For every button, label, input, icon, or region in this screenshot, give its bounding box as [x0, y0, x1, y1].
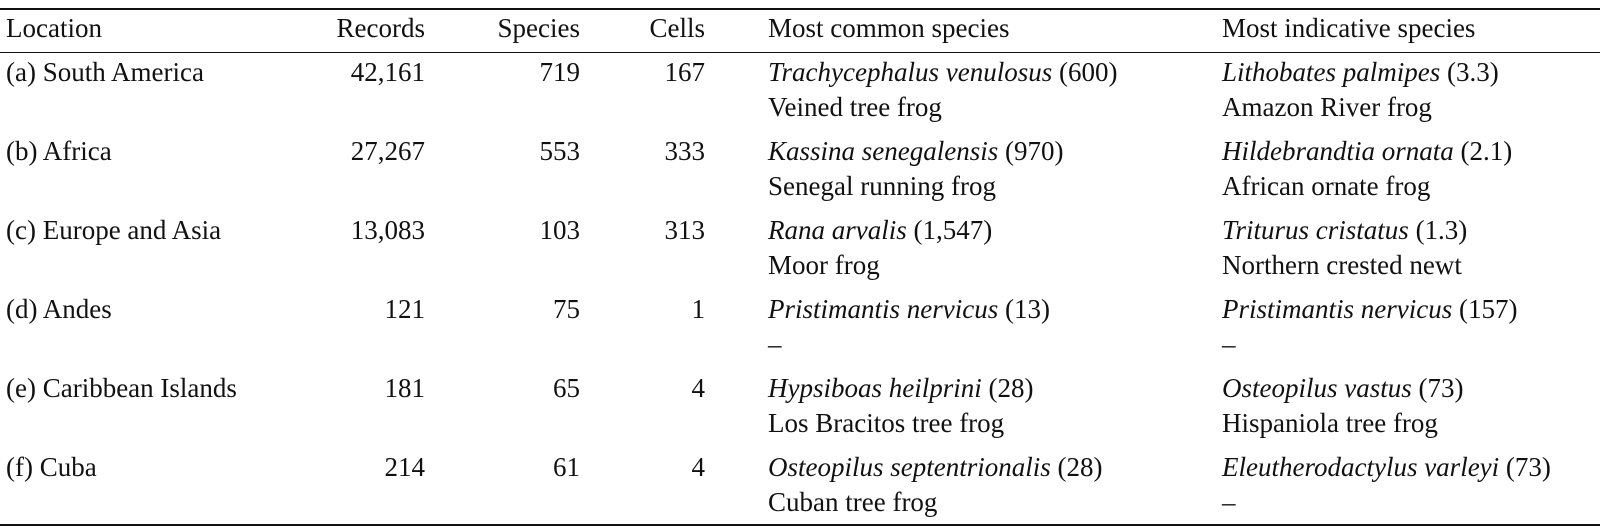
- top-rule: [0, 8, 1600, 10]
- species-count-cell: 553: [539, 136, 581, 166]
- most-indicative-common-name: Hispaniola tree frog: [1222, 408, 1438, 438]
- cells-cell: 167: [664, 57, 706, 87]
- scientific-name: Hypsiboas heilprini: [768, 373, 982, 403]
- records-cell: 181: [384, 373, 426, 403]
- species-value: (970): [998, 136, 1064, 166]
- records-cell: 42,161: [350, 57, 425, 87]
- most-indicative-common-name: –: [1222, 329, 1236, 359]
- scientific-name: Lithobates palmipes: [1222, 57, 1441, 87]
- most-common-common-name: Cuban tree frog: [768, 487, 938, 517]
- scientific-name: Kassina senegalensis: [768, 136, 999, 166]
- cells-cell: 4: [691, 373, 706, 403]
- location-cell: (e) Caribbean Islands: [6, 373, 237, 403]
- location-cell: (d) Andes: [6, 294, 112, 324]
- location-cell: (f) Cuba: [6, 452, 97, 482]
- header-cells: Cells: [649, 13, 705, 43]
- species-value: (1,547): [906, 215, 993, 245]
- most-common-species-cell: Rana arvalis (1,547): [768, 213, 992, 247]
- most-indicative-common-name: –: [1222, 487, 1236, 517]
- most-indicative-species-cell: Hildebrandtia ornata (2.1): [1222, 134, 1512, 168]
- scientific-name: Osteopilus vastus: [1222, 373, 1412, 403]
- most-indicative-species-cell: Triturus cristatus (1.3): [1222, 213, 1467, 247]
- header-location: Location: [6, 13, 102, 43]
- most-indicative-common-name: Northern crested newt: [1222, 250, 1462, 280]
- scientific-name: Osteopilus septentrionalis: [768, 452, 1051, 482]
- species-count-cell: 61: [553, 452, 580, 482]
- header-records: Records: [336, 13, 425, 43]
- species-value: (28): [1050, 452, 1103, 482]
- most-common-species-cell: Kassina senegalensis (970): [768, 134, 1064, 168]
- most-common-species-cell: Hypsiboas heilprini (28): [768, 371, 1033, 405]
- records-cell: 27,267: [350, 136, 425, 166]
- most-common-common-name: Senegal running frog: [768, 171, 996, 201]
- most-indicative-species-cell: Pristimantis nervicus (157): [1222, 292, 1517, 326]
- scientific-name: Hildebrandtia ornata: [1222, 136, 1454, 166]
- cells-cell: 333: [664, 136, 706, 166]
- species-value: (1.3): [1408, 215, 1468, 245]
- most-indicative-species-cell: Eleutherodactylus varleyi (73): [1222, 450, 1551, 484]
- location-cell: (a) South America: [6, 57, 204, 87]
- most-indicative-species-cell: Lithobates palmipes (3.3): [1222, 55, 1499, 89]
- records-cell: 214: [384, 452, 426, 482]
- most-common-common-name: Veined tree frog: [768, 92, 942, 122]
- most-common-common-name: Moor frog: [768, 250, 880, 280]
- species-value: (600): [1052, 57, 1118, 87]
- species-value: (3.3): [1440, 57, 1499, 87]
- most-indicative-common-name: Amazon River frog: [1222, 92, 1432, 122]
- species-count-cell: 75: [553, 294, 580, 324]
- scientific-name: Triturus cristatus: [1222, 215, 1409, 245]
- scientific-name: Pristimantis nervicus: [1222, 294, 1453, 324]
- most-indicative-species-cell: Osteopilus vastus (73): [1222, 371, 1464, 405]
- records-cell: 13,083: [350, 215, 425, 245]
- species-value: (157): [1452, 294, 1518, 324]
- header-species: Species: [497, 13, 580, 43]
- most-common-common-name: –: [768, 329, 782, 359]
- species-value: (73): [1499, 452, 1551, 482]
- scientific-name: Eleutherodactylus varleyi: [1222, 452, 1500, 482]
- records-cell: 121: [384, 294, 426, 324]
- most-common-species-cell: Osteopilus septentrionalis (28): [768, 450, 1102, 484]
- species-value: (73): [1411, 373, 1464, 403]
- location-cell: (b) Africa: [6, 136, 112, 166]
- cells-cell: 1: [691, 294, 706, 324]
- header-most-common: Most common species: [768, 13, 1010, 43]
- scientific-name: Rana arvalis: [768, 215, 907, 245]
- cells-cell: 313: [664, 215, 706, 245]
- scientific-name: Pristimantis nervicus: [768, 294, 999, 324]
- species-count-cell: 103: [539, 215, 581, 245]
- species-count-cell: 719: [539, 57, 581, 87]
- species-count-cell: 65: [553, 373, 580, 403]
- most-common-species-cell: Trachycephalus venulosus (600): [768, 55, 1117, 89]
- header-rule: [0, 52, 1600, 53]
- location-cell: (c) Europe and Asia: [6, 215, 222, 245]
- header-most-indicative: Most indicative species: [1222, 13, 1476, 43]
- species-value: (13): [998, 294, 1050, 324]
- cells-cell: 4: [691, 452, 706, 482]
- most-indicative-common-name: African ornate frog: [1222, 171, 1431, 201]
- scientific-name: Trachycephalus venulosus: [768, 57, 1053, 87]
- most-common-common-name: Los Bracitos tree frog: [768, 408, 1005, 438]
- most-common-species-cell: Pristimantis nervicus (13): [768, 292, 1050, 326]
- species-value: (28): [981, 373, 1034, 403]
- bottom-rule: [0, 524, 1600, 526]
- species-value: (2.1): [1453, 136, 1513, 166]
